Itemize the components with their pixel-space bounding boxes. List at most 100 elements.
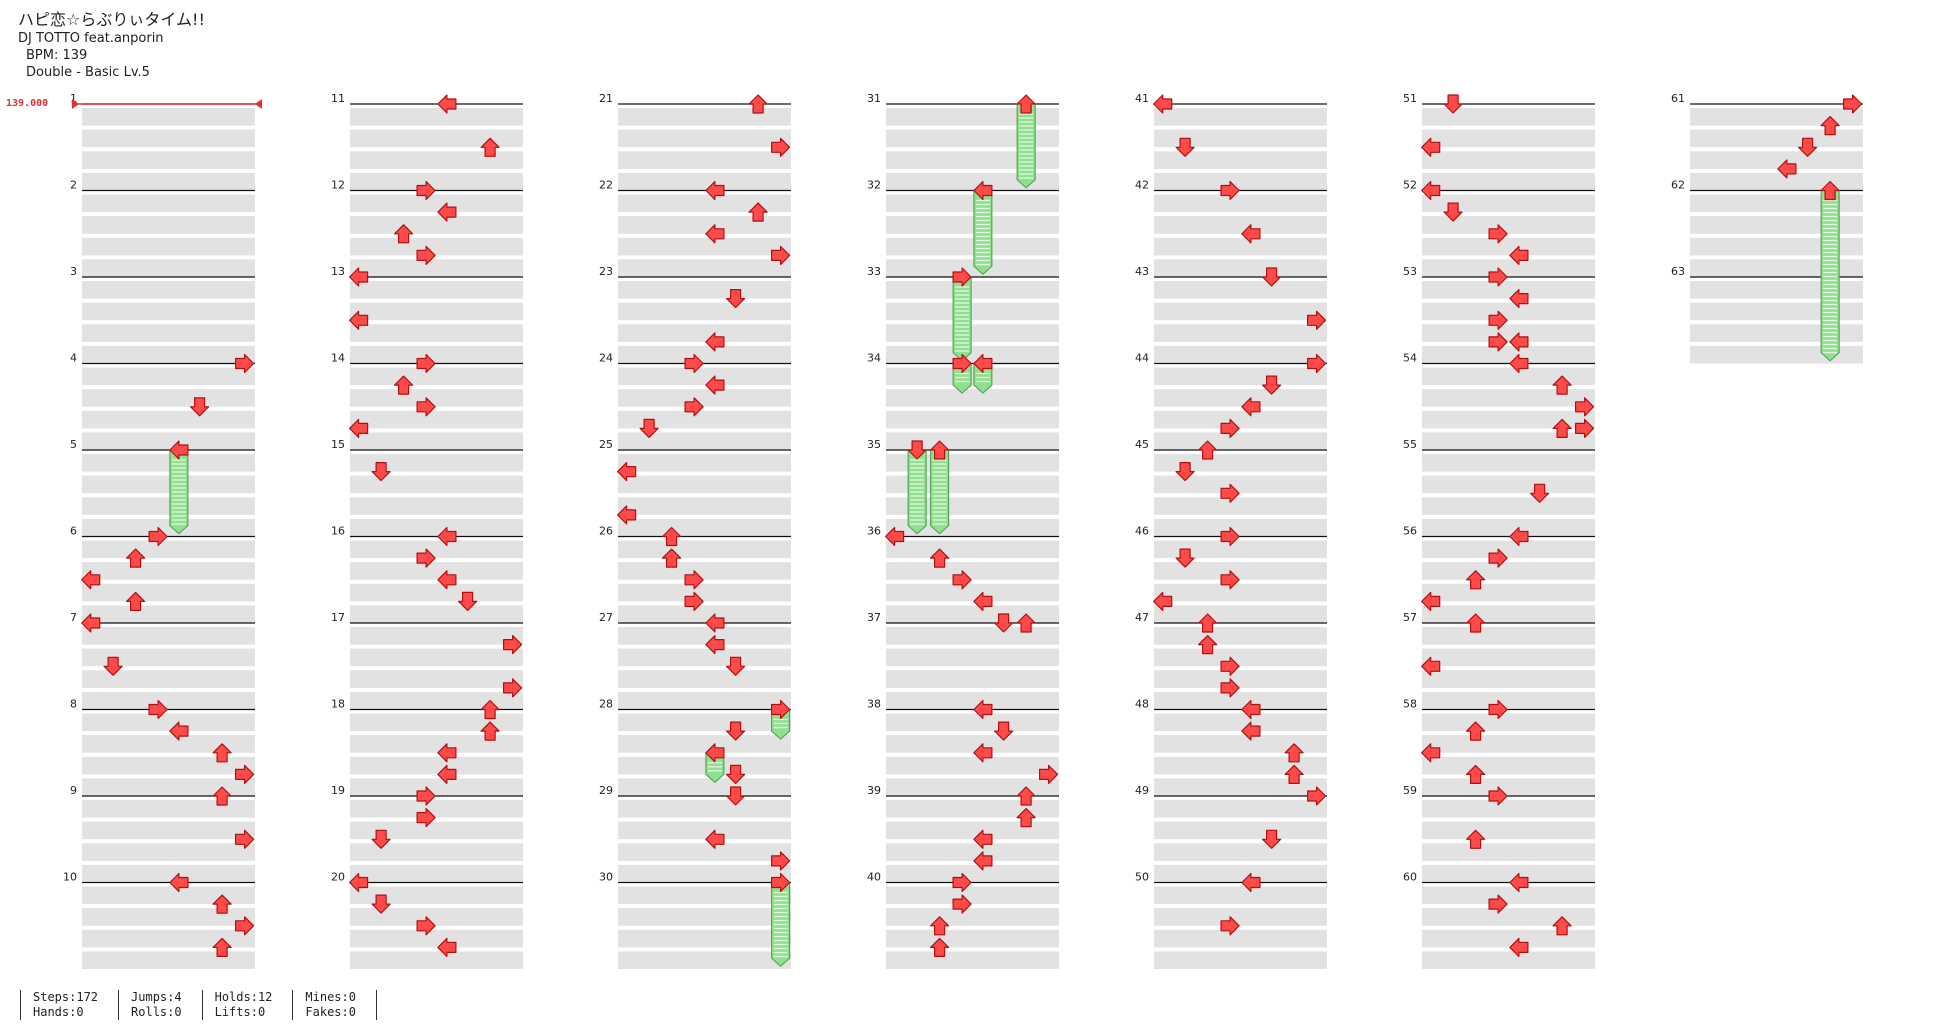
beat-band	[82, 108, 255, 126]
beat-band	[886, 389, 1059, 407]
up-arrow-note	[212, 894, 232, 914]
up-arrow-note	[1465, 764, 1486, 785]
down-arrow-note	[907, 440, 927, 460]
left-arrow-note	[1241, 699, 1261, 720]
beat-band	[1154, 389, 1327, 407]
beat-band	[1154, 800, 1327, 818]
beat-band	[1154, 108, 1327, 126]
beat-band	[886, 432, 1059, 450]
beat-band	[886, 345, 1059, 364]
beat-band	[350, 756, 523, 775]
beat-band	[618, 886, 791, 905]
beat-band	[1154, 540, 1327, 559]
up-arrow-note	[480, 699, 500, 720]
hold-note	[930, 449, 950, 535]
beat-band	[618, 410, 791, 429]
right-arrow-note	[1220, 418, 1240, 438]
up-arrow-note	[1016, 807, 1036, 828]
beat-band	[1154, 864, 1327, 883]
right-arrow-note	[1488, 310, 1508, 330]
measure-number: 26	[599, 525, 613, 538]
measure-number: 44	[1135, 352, 1149, 365]
left-arrow-note	[1241, 224, 1261, 244]
measure-number: 13	[331, 265, 345, 278]
beat-band	[82, 454, 255, 472]
down-arrow-note	[725, 786, 746, 806]
right-arrow-note	[770, 699, 791, 720]
beat-band	[618, 735, 791, 753]
right-arrow-note	[952, 267, 972, 287]
measure-number: 10	[63, 871, 77, 884]
beat-band	[618, 778, 791, 796]
right-arrow-note	[1306, 353, 1327, 374]
right-arrow-note	[416, 180, 436, 201]
beat-band	[1154, 713, 1327, 732]
beat-band	[1154, 454, 1327, 472]
up-arrow-note	[1820, 115, 1840, 136]
right-arrow-note	[1220, 526, 1240, 547]
up-arrow-note	[212, 786, 232, 806]
up-arrow-note	[480, 721, 500, 741]
measure-number: 50	[1135, 871, 1149, 884]
left-arrow-note	[973, 591, 993, 612]
beat-band	[350, 843, 523, 861]
left-arrow-note	[349, 872, 369, 893]
left-arrow-note	[1509, 937, 1529, 958]
beat-band	[886, 518, 1059, 537]
beat-band	[618, 108, 791, 126]
right-arrow-note	[684, 591, 704, 612]
beat-band	[618, 605, 791, 623]
left-arrow-note	[705, 829, 725, 849]
beat-band	[82, 843, 255, 861]
up-arrow-note	[929, 440, 950, 460]
right-arrow-note	[235, 764, 255, 785]
beat-band	[1422, 172, 1595, 191]
beat-band	[618, 583, 791, 602]
measure-number: 30	[599, 871, 613, 884]
beat-band	[618, 259, 791, 277]
measure-number: 4	[70, 352, 77, 365]
up-arrow-note	[1465, 570, 1486, 590]
beat-band	[82, 691, 255, 710]
right-arrow-note	[1306, 310, 1327, 330]
beat-band	[1154, 129, 1327, 148]
beat-band	[1690, 129, 1863, 148]
down-arrow-note	[993, 613, 1014, 633]
down-arrow-note	[1261, 267, 1282, 287]
left-arrow-note	[349, 418, 369, 438]
beat-band	[1690, 194, 1863, 213]
beat-band	[1422, 389, 1595, 407]
beat-band	[886, 540, 1059, 559]
beat-band	[1422, 713, 1595, 732]
right-arrow-note	[1574, 397, 1595, 417]
beat-band	[886, 367, 1059, 386]
beat-band	[1422, 691, 1595, 710]
left-arrow-note	[437, 202, 457, 222]
left-arrow-note	[437, 570, 457, 590]
left-arrow-note	[973, 829, 993, 849]
hold-note	[771, 882, 791, 967]
beat-band	[886, 562, 1059, 580]
beat-band	[618, 562, 791, 580]
down-arrow-note	[1443, 202, 1463, 222]
up-arrow-note	[1552, 418, 1572, 438]
beat-band	[350, 281, 523, 299]
left-arrow-note	[1421, 743, 1441, 763]
beat-band	[886, 843, 1059, 861]
beat-band	[886, 194, 1059, 213]
beat-band	[1154, 194, 1327, 213]
left-arrow-note	[81, 613, 101, 633]
left-arrow-note	[616, 462, 637, 482]
beat-band	[1154, 735, 1327, 753]
measure-number: 51	[1403, 92, 1417, 105]
beat-band	[1154, 670, 1327, 688]
beat-band	[618, 475, 791, 494]
left-arrow-note	[973, 180, 993, 201]
stats-panel: Steps:172 Hands:0 Jumps:4 Rolls:0 Holds:…	[20, 990, 377, 1020]
down-arrow-note	[1797, 137, 1818, 157]
beat-band	[886, 713, 1059, 732]
beat-band	[886, 756, 1059, 775]
measure-number: 43	[1135, 265, 1149, 278]
beat-band	[1422, 216, 1595, 234]
left-arrow-note	[349, 267, 369, 287]
